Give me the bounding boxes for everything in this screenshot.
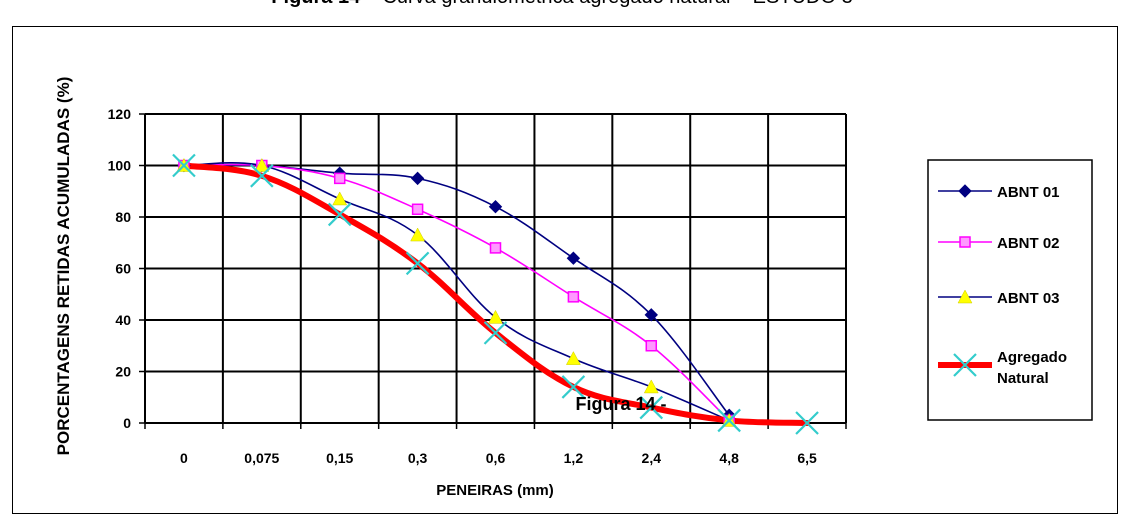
legend-label-3: ABNT 03 [997,290,1060,307]
x-tick-label: 1,2 [564,450,584,466]
figure-title-prefix: Figura 14 [271,0,360,8]
chart-annotation: Figura 14 - [575,394,666,414]
x-tick-label: 0 [180,450,188,466]
series-1-point [410,171,425,186]
legend-marker-1 [958,184,972,198]
y-tick-label: 60 [115,261,131,277]
series-3-point [488,309,503,324]
legend-label-4-line2: Natural [997,370,1049,387]
legend-box [927,159,1093,421]
x-axis-label: PENEIRAS (mm) [436,482,554,499]
x-tick-label: 4,8 [719,450,739,466]
series-4-point [250,164,274,188]
x-tick-label: 0,6 [486,450,506,466]
series-4-point [795,411,819,435]
series-4-point [717,408,741,433]
x-tick-label: 2,4 [642,450,662,466]
series-1-point [566,251,581,265]
x-tick-label: 0,075 [244,450,279,466]
series-3-point [254,157,270,172]
legend-marker-3 [957,289,973,304]
legend-label-2: ABNT 02 [997,235,1060,252]
series-4-point [561,375,586,399]
series-3-point [643,379,659,394]
y-tick-label: 100 [108,158,132,174]
y-tick-label: 0 [123,415,131,431]
series-3-point [332,191,348,206]
figure-title: Figura 14 – Curva granulométrica agregad… [0,0,1124,9]
series-4-point [327,202,352,227]
series-4-point [483,321,508,345]
series-3-point [410,227,426,242]
y-tick-label: 120 [108,106,132,122]
series-4-point [639,395,664,420]
series-2-point [489,242,502,254]
series-2-point [567,291,580,303]
series-4-point [172,153,196,178]
legend-marker-4 [953,353,977,377]
series-2-point [645,340,658,352]
series-2-point [411,203,424,216]
x-tick-label: 6,5 [797,450,817,466]
x-tick-label: 0,15 [326,450,353,466]
legend-label-4: Agregado [997,349,1067,366]
legend-label-1: ABNT 01 [997,184,1060,201]
series-4-point [405,251,430,276]
series-2-point [333,172,346,185]
x-tick-label: 0,3 [408,450,428,466]
series-line-3 [183,162,730,422]
series-3-point [565,351,581,365]
y-tick-label: 80 [115,209,131,225]
series-1-point [488,199,503,214]
y-tick-label: 40 [115,312,131,328]
y-tick-label: 20 [115,364,131,380]
legend-marker-2 [959,236,971,248]
figure-title-rest: – Curva granulométrica agregado natural … [360,0,853,8]
series-1-point [644,308,658,322]
